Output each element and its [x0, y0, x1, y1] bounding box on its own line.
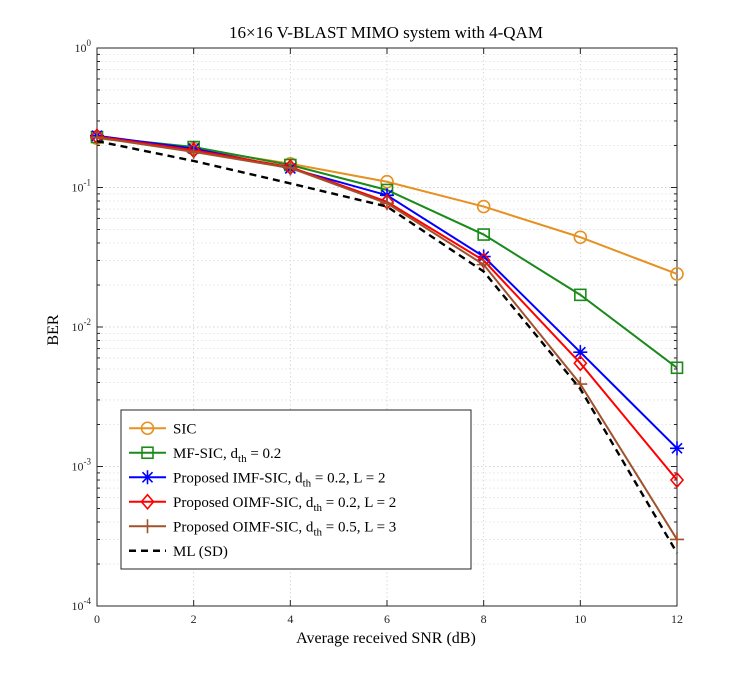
legend-label: Proposed IMF-SIC, dth = 0.2, L = 2	[173, 470, 385, 489]
data-point	[476, 257, 491, 272]
data-point	[573, 230, 588, 245]
data-point	[283, 160, 298, 175]
legend-label: Proposed OIMF-SIC, dth = 0.2, L = 2	[173, 495, 396, 514]
y-tick-label: 10-3	[72, 457, 92, 474]
legend-item-6: ML (SD)	[129, 544, 228, 560]
legend-label: MF-SIC, dth = 0.2	[173, 446, 281, 465]
x-tick-label: 12	[671, 612, 683, 626]
legend-box	[120, 409, 472, 570]
legend-item-1: SIC	[129, 421, 196, 437]
y-tick-label: 10-4	[72, 596, 92, 613]
data-point	[477, 228, 490, 241]
legend-swatch-marker	[140, 493, 155, 510]
x-tick-label: 6	[384, 612, 390, 626]
legend-item-2: MF-SIC, dth = 0.2	[129, 446, 281, 465]
data-point	[574, 288, 587, 302]
data-point	[573, 354, 588, 372]
legend-item-5: Proposed OIMF-SIC, dth = 0.5, L = 3	[129, 519, 396, 538]
data-point	[186, 144, 201, 159]
legend-label: SIC	[173, 421, 196, 437]
x-tick-label: 8	[481, 612, 487, 626]
legend-label: ML (SD)	[173, 544, 228, 560]
legend-label: Proposed OIMF-SIC, dth = 0.5, L = 3	[173, 519, 396, 538]
y-tick-label: 10-2	[72, 317, 92, 334]
data-point	[380, 196, 394, 211]
data-point	[670, 532, 684, 547]
series-layer	[89, 128, 685, 554]
data-point	[573, 345, 588, 360]
axis-ticks: 0 2 4 6 8 10 12 100 10-1 10-2 10-3 10-4	[72, 38, 684, 626]
y-axis-label: BER	[45, 314, 62, 345]
y-tick-label: 100	[75, 38, 92, 55]
data-point	[669, 471, 685, 489]
series-line	[96, 139, 679, 554]
data-point	[380, 174, 394, 189]
data-point	[670, 267, 684, 281]
data-point	[670, 361, 684, 375]
data-point	[670, 441, 684, 456]
legend-swatch-marker	[140, 470, 155, 485]
series-5	[90, 130, 684, 547]
y-tick-label: 10-1	[72, 178, 92, 195]
legend-swatch-marker	[141, 446, 154, 460]
x-tick-label: 0	[94, 612, 100, 626]
x-tick-label: 2	[191, 612, 197, 626]
legend-swatch-marker	[140, 519, 155, 534]
x-axis-label: Average received SNR (dB)	[296, 630, 476, 647]
legend-item-3: Proposed IMF-SIC, dth = 0.2, L = 2	[129, 470, 385, 489]
x-tick-label: 4	[287, 612, 293, 626]
series-6	[96, 139, 679, 554]
legend: SIC MF-SIC, dth = 0.2 Proposed IMF-SIC, dt…	[120, 409, 472, 570]
data-point	[476, 199, 491, 214]
chart-title: 16×16 V-BLAST MIMO system with 4-QAM	[229, 23, 543, 42]
data-point	[476, 249, 491, 264]
legend-swatch-marker	[140, 421, 155, 436]
x-tick-label: 10	[574, 612, 586, 626]
legend-item-4: Proposed OIMF-SIC, dth = 0.2, L = 2	[129, 493, 396, 514]
